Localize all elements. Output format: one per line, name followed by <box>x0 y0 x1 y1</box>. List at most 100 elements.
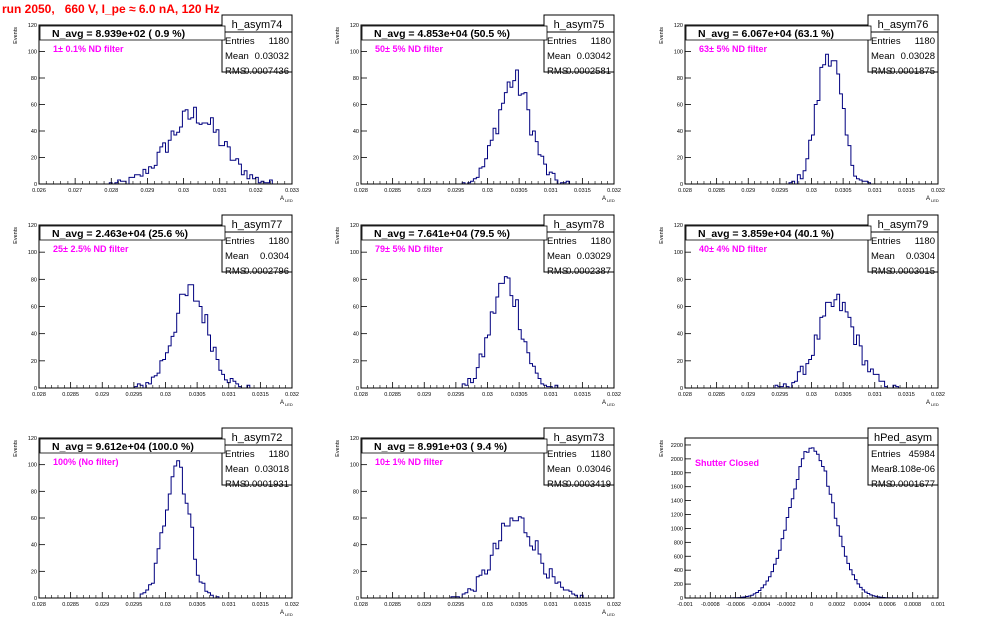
stats-value: 0.0001931 <box>244 479 289 490</box>
y-tick-label: 60 <box>353 103 359 109</box>
y-tick-label: 120 <box>28 223 37 229</box>
stats-label: Entries <box>871 36 901 47</box>
y-tick-label: 0 <box>680 386 683 392</box>
x-tick-label: 0.028 <box>678 392 692 398</box>
avg-label-box <box>685 25 872 41</box>
x-tick-label: 0.0295 <box>447 392 464 398</box>
histogram-line <box>685 293 938 389</box>
stats-box <box>543 214 615 273</box>
stats-label: Mean <box>871 251 895 262</box>
y-tick-label: 20 <box>677 156 683 162</box>
y-axis-title: Events <box>335 27 341 44</box>
stats-value: 1180 <box>269 36 289 47</box>
x-tick-label: 0.0295 <box>447 602 464 608</box>
stats-value: 0.03042 <box>577 51 611 62</box>
y-tick-label: 40 <box>31 332 37 338</box>
y-tick-label: 60 <box>31 103 37 109</box>
stats-label: RMS <box>225 266 246 277</box>
x-axis-title-subscript: LED <box>285 198 293 203</box>
y-tick-label: 100 <box>28 463 37 469</box>
y-tick-label: 0 <box>356 182 359 188</box>
avg-label-box <box>685 225 872 241</box>
x-tick-label: 0.029 <box>417 602 431 608</box>
stats-value: 0.03032 <box>255 51 289 62</box>
x-tick-label: 0.001 <box>931 602 945 608</box>
x-axis-title: A <box>926 196 930 202</box>
x-tick-label: 0.0315 <box>574 602 591 608</box>
y-tick-label: 60 <box>31 305 37 311</box>
x-tick-label: 0.0285 <box>62 392 79 398</box>
y-tick-label: 0 <box>356 386 359 392</box>
y-tick-label: 20 <box>353 569 359 575</box>
x-tick-label: 0.0305 <box>511 188 528 194</box>
stats-label: RMS <box>871 266 892 277</box>
histogram-panel-h_asym77: 0 20 40 60 80 100 120 0.028 0.0285 0.029 0.0295 0.0… <box>13 214 299 407</box>
x-tick-label: 0.029 <box>95 602 109 608</box>
y-tick-label: 100 <box>28 50 37 56</box>
x-tick-label: 0.0004 <box>854 602 871 608</box>
y-tick-label: 80 <box>353 76 359 82</box>
run-title: run 2050, 660 V, I_pe ≈ 6.0 nA, 120 Hz <box>2 2 220 16</box>
x-tick-label: 0.0305 <box>835 392 852 398</box>
x-tick-label: 0.026 <box>32 188 46 194</box>
y-axis-title: Events <box>13 440 19 457</box>
stats-value: 0.0002796 <box>244 266 289 277</box>
x-tick-label: 0.029 <box>741 188 755 194</box>
x-tick-label: 0.028 <box>354 392 368 398</box>
stats-box <box>867 14 939 73</box>
stats-box <box>221 214 293 273</box>
stats-label: Entries <box>547 236 577 247</box>
stats-name: hPed_asym <box>874 432 932 444</box>
x-tick-label: 0.028 <box>354 188 368 194</box>
stats-label: RMS <box>225 479 246 490</box>
x-tick-label: 0.028 <box>104 188 118 194</box>
y-tick-label: 80 <box>31 277 37 283</box>
histogram-line <box>361 276 614 389</box>
y-tick-label: 20 <box>677 359 683 365</box>
avg-label-box <box>39 438 226 454</box>
y-tick-label: 120 <box>28 23 37 29</box>
y-tick-label: 120 <box>28 436 37 442</box>
histogram-line <box>361 69 614 185</box>
histogram-panel-h_asym73: 0 20 40 60 80 100 120 0.028 0.0285 0.029 0.0295 0.0… <box>335 427 621 617</box>
avg-label: N_avg = 8.939e+02 ( 0.9 %) <box>52 28 185 40</box>
x-tick-label: 0.0315 <box>898 188 915 194</box>
histogram-panel-h_asym75: 0 20 40 60 80 100 120 0.028 0.0285 0.029 0.0295 0.0… <box>335 14 621 203</box>
histogram-panel-h_asym72: 0 20 40 60 80 100 120 0.028 0.0285 0.029 0.0295 0.0… <box>13 427 299 617</box>
stats-label: Entries <box>225 449 255 460</box>
x-tick-label: 0.0305 <box>189 392 206 398</box>
stats-value: 1180 <box>591 236 611 247</box>
x-tick-label: 0.028 <box>678 188 692 194</box>
x-tick-label: 0.0315 <box>898 392 915 398</box>
y-tick-label: 600 <box>674 554 683 560</box>
y-tick-label: 20 <box>353 359 359 365</box>
y-tick-label: 80 <box>677 76 683 82</box>
y-tick-label: 20 <box>353 156 359 162</box>
stats-label: Entries <box>225 36 255 47</box>
stats-value: 0.0003015 <box>890 266 935 277</box>
x-tick-label: -0.001 <box>677 602 693 608</box>
x-tick-label: 0.031 <box>544 602 558 608</box>
filter-note: 10± 1% ND filter <box>375 457 443 467</box>
x-tick-label: 0.0295 <box>771 392 788 398</box>
histogram-line <box>39 106 292 185</box>
stats-value: 0.0001875 <box>890 66 935 77</box>
histogram-line <box>685 447 938 599</box>
x-tick-label: 0.032 <box>285 602 299 608</box>
y-tick-label: 40 <box>353 332 359 338</box>
x-axis-title-subscript: LED <box>931 402 939 407</box>
filter-note: 63± 5% ND filter <box>699 44 767 54</box>
stats-value: 0.03018 <box>255 464 289 475</box>
stats-value: 1180 <box>915 236 935 247</box>
y-tick-label: 0 <box>680 596 683 602</box>
x-tick-label: 0.031 <box>222 602 236 608</box>
avg-label: N_avg = 3.859e+04 (40.1 %) <box>698 228 834 240</box>
y-tick-label: 120 <box>350 223 359 229</box>
x-axis-title-subscript: LED <box>607 612 615 617</box>
stats-value: 0.0304 <box>906 251 935 262</box>
avg-label-box <box>361 225 548 241</box>
y-axis-title: Events <box>13 27 19 44</box>
x-tick-label: 0.03 <box>160 392 171 398</box>
x-tick-label: 0.0315 <box>252 602 269 608</box>
x-tick-label: 0.0315 <box>252 392 269 398</box>
